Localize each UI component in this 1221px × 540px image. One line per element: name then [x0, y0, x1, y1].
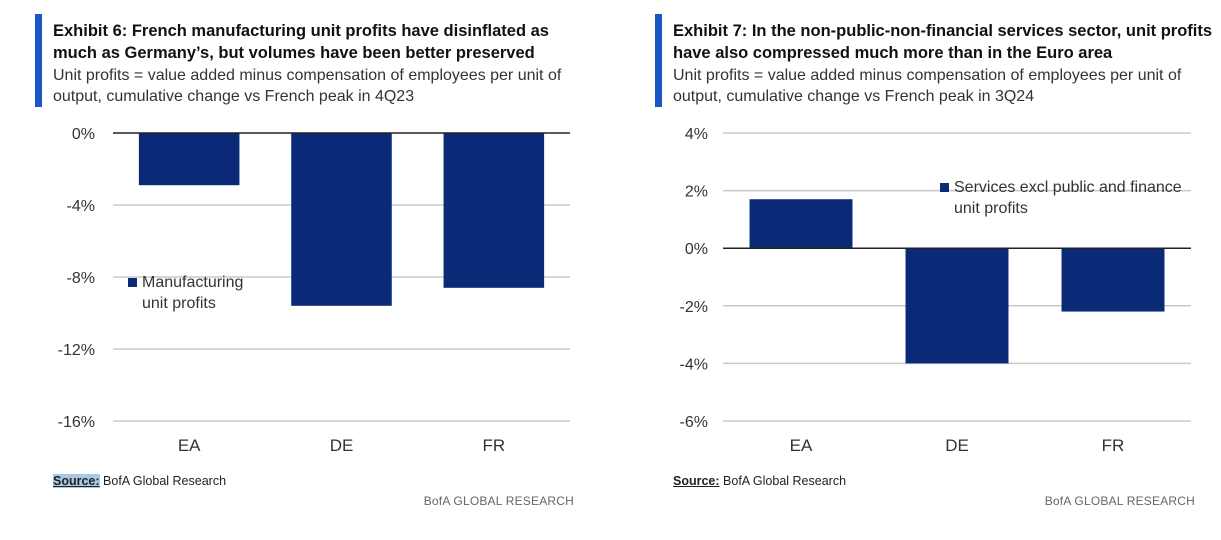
y-tick-label: 0%: [72, 126, 95, 143]
y-tick-label: -12%: [58, 342, 95, 359]
source-note: Source: BofA Global Research: [673, 474, 846, 488]
x-tick-label: EA: [178, 436, 201, 455]
exhibit-6-panel: Exhibit 6: French manufacturing unit pro…: [0, 0, 600, 540]
footer-brand: BofA GLOBAL RESEARCH: [423, 494, 574, 508]
chart-legend: Manufacturing unit profits: [128, 272, 243, 314]
exhibit-6-chart: 0% -4% -8% -12% -16% EA DE FR: [58, 126, 570, 455]
y-tick-label: 0%: [685, 241, 708, 258]
chart-legend: Services excl public and finance unit pr…: [940, 177, 1182, 219]
y-tick-label: 4%: [685, 126, 708, 143]
y-tick-label: -4%: [680, 356, 708, 373]
y-tick-label: -2%: [680, 299, 708, 316]
legend-label-line-1: Manufacturing: [142, 274, 244, 291]
x-tick-label: FR: [482, 436, 505, 455]
accent-bar: [35, 14, 42, 107]
chart-subtitle: Unit profits = value added minus compens…: [673, 67, 1182, 105]
legend-label-line-2: unit profits: [142, 295, 216, 312]
chart-title: Exhibit 7: In the non-public-non-financi…: [673, 22, 1213, 62]
bar-fr: [443, 133, 545, 288]
y-tick-label: -16%: [58, 414, 95, 431]
bar-ea: [138, 133, 240, 186]
exhibit-7-panel: Exhibit 7: In the non-public-non-financi…: [620, 0, 1221, 540]
x-tick-label: DE: [330, 436, 354, 455]
legend-swatch: [128, 278, 137, 287]
source-label: Source:: [53, 474, 100, 488]
y-tick-label: -8%: [67, 270, 95, 287]
chart-subtitle: Unit profits = value added minus compens…: [53, 67, 562, 105]
bar-de: [905, 248, 1009, 364]
exhibit-7-chart: 4% 2% 0% -2% -4% -6% EA DE FR: [680, 126, 1191, 455]
bar-de: [291, 133, 392, 306]
legend-swatch: [940, 183, 949, 192]
x-tick-label: EA: [790, 436, 813, 455]
y-tick-label: 2%: [685, 184, 708, 201]
x-tick-label: FR: [1102, 436, 1125, 455]
bar-ea: [749, 199, 853, 249]
y-tick-label: -4%: [67, 198, 95, 215]
legend-label-line-1: Services excl public and finance: [954, 179, 1182, 196]
accent-bar: [655, 14, 662, 107]
source-note: Source: BofA Global Research: [53, 474, 226, 488]
source-text: BofA Global Research: [103, 474, 227, 488]
legend-label-line-2: unit profits: [954, 200, 1028, 217]
chart-title: Exhibit 6: French manufacturing unit pro…: [53, 22, 549, 62]
bar-fr: [1061, 248, 1165, 312]
y-tick-label: -6%: [680, 414, 708, 431]
x-tick-label: DE: [945, 436, 969, 455]
footer-brand: BofA GLOBAL RESEARCH: [1044, 494, 1195, 508]
source-label: Source:: [673, 474, 720, 488]
source-text: BofA Global Research: [723, 474, 847, 488]
